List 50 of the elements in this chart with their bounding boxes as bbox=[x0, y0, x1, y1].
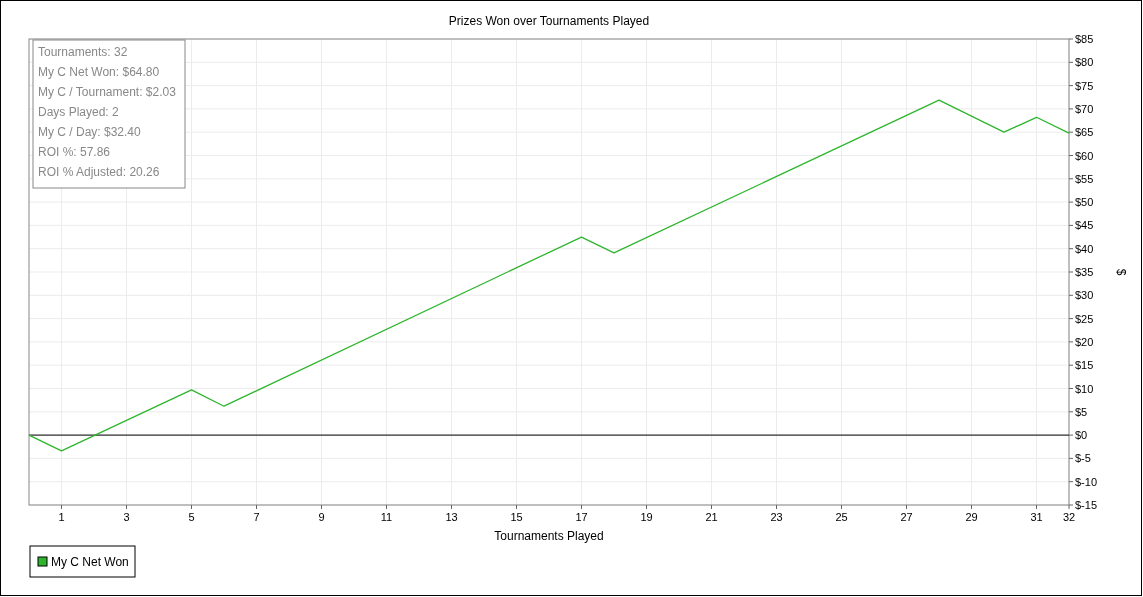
legend-label: My C Net Won bbox=[51, 555, 129, 569]
y-axis-title: $ bbox=[1114, 268, 1128, 276]
x-axis-title: Tournaments Played bbox=[494, 529, 604, 543]
x-tick-label: 13 bbox=[445, 511, 458, 523]
annotation: ROI %: 57.86 bbox=[38, 145, 111, 159]
annotation: My C / Day: $32.40 bbox=[38, 125, 142, 139]
y-tick-label: $40 bbox=[1075, 242, 1094, 255]
y-tick-label: $80 bbox=[1075, 56, 1094, 69]
y-tick-label: $5 bbox=[1075, 405, 1088, 418]
annotation: ROI % Adjusted: 20.26 bbox=[38, 165, 160, 179]
y-tick-label: $50 bbox=[1075, 196, 1094, 209]
y-tick-label: $65 bbox=[1075, 126, 1094, 139]
x-tick-label: 17 bbox=[575, 511, 588, 523]
y-tick-label: $-10 bbox=[1075, 475, 1098, 488]
annotation: My C Net Won: $64.80 bbox=[38, 65, 160, 79]
x-tick-label: 9 bbox=[318, 511, 325, 523]
y-tick-label: $60 bbox=[1075, 149, 1094, 162]
y-tick-label: $35 bbox=[1075, 266, 1094, 278]
x-tick-label: 7 bbox=[253, 511, 260, 523]
x-tick-label: 29 bbox=[965, 511, 978, 523]
y-tick-label: $-5 bbox=[1075, 452, 1091, 465]
y-tick-label: $0 bbox=[1075, 429, 1088, 442]
chart-title: Prizes Won over Tournaments Played bbox=[448, 14, 650, 28]
annotation: Days Played: 2 bbox=[38, 105, 120, 119]
x-tick-label: 27 bbox=[900, 511, 913, 523]
annotation: My C / Tournament: $2.03 bbox=[38, 85, 177, 99]
y-tick-label: $55 bbox=[1075, 172, 1094, 185]
x-tick-label: 19 bbox=[640, 511, 653, 523]
x-tick-label: 1 bbox=[58, 511, 65, 523]
y-tick-label: $15 bbox=[1075, 359, 1094, 372]
x-tick-label: 31 bbox=[1030, 511, 1043, 523]
y-tick-label: $75 bbox=[1075, 79, 1094, 92]
x-tick-label: 15 bbox=[510, 511, 523, 523]
x-tick-label: 25 bbox=[835, 511, 848, 523]
y-tick-label: $20 bbox=[1075, 335, 1094, 348]
y-tick-label: $-15 bbox=[1075, 499, 1098, 511]
y-tick-label: $25 bbox=[1075, 312, 1094, 325]
x-tick-label: 21 bbox=[705, 511, 718, 523]
y-tick-label: $70 bbox=[1075, 102, 1094, 115]
line-series bbox=[28, 99, 1070, 452]
y-tick-label: $45 bbox=[1075, 219, 1094, 232]
x-tick-label: 23 bbox=[770, 511, 783, 523]
y-tick-label: $85 bbox=[1075, 33, 1094, 45]
y-tick-label: $30 bbox=[1075, 289, 1094, 302]
x-tick-label: 11 bbox=[380, 511, 393, 523]
x-tick-label: 5 bbox=[188, 511, 195, 523]
y-tick-label: $10 bbox=[1075, 382, 1094, 395]
x-tick-label: 32 bbox=[1062, 511, 1076, 523]
annotation: Tournaments: 32 bbox=[38, 45, 128, 59]
x-tick-label: 3 bbox=[123, 511, 130, 523]
